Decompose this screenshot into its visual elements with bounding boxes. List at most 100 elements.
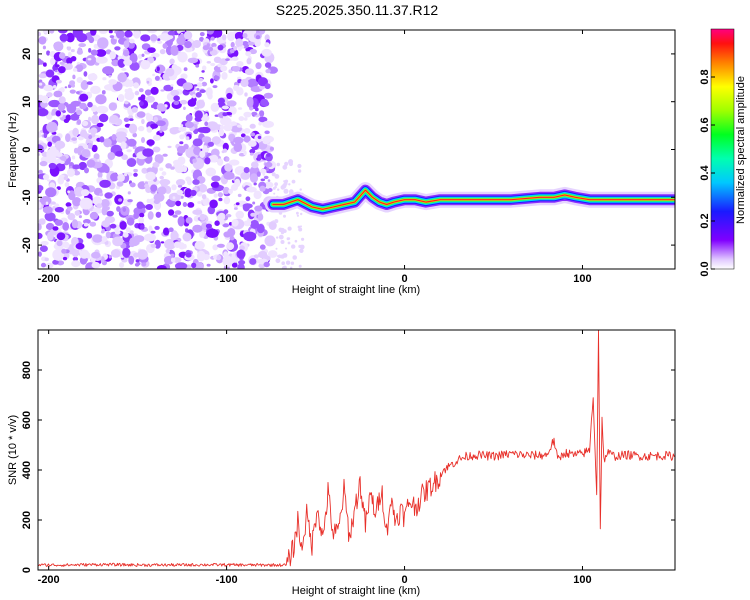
noise-speckle bbox=[80, 80, 89, 90]
noise-speckle bbox=[116, 206, 121, 212]
noise-speckle bbox=[64, 86, 68, 89]
noise-speckle bbox=[199, 36, 204, 42]
noise-speckle bbox=[50, 57, 56, 66]
noise-speckle bbox=[61, 248, 67, 254]
noise-speckle bbox=[262, 138, 270, 145]
noise-speckle bbox=[208, 46, 213, 52]
noise-speckle bbox=[123, 117, 130, 123]
noise-speckle bbox=[38, 73, 47, 79]
noise-speckle bbox=[264, 62, 272, 68]
noise-speckle bbox=[157, 38, 161, 42]
noise-speckle bbox=[192, 209, 203, 215]
noise-speckle bbox=[226, 242, 235, 251]
noise-speckle bbox=[172, 214, 178, 218]
noise-speckle bbox=[45, 262, 54, 269]
noise-speckle bbox=[217, 158, 224, 166]
noise-speckle bbox=[147, 47, 156, 53]
noise-speckle bbox=[38, 223, 42, 231]
noise-speckle bbox=[103, 165, 110, 174]
snr-ylabel: SNR (10 * v/v) bbox=[7, 415, 19, 485]
noise-speckle bbox=[173, 100, 180, 106]
noise-speckle bbox=[220, 124, 224, 131]
noise-speckle bbox=[224, 163, 233, 172]
noise-speckle bbox=[196, 99, 206, 109]
noise-speckle bbox=[109, 114, 119, 124]
noise-speckle bbox=[129, 118, 134, 121]
noise-speckle bbox=[211, 175, 221, 182]
noise-speckle bbox=[95, 237, 101, 243]
noise-speckle bbox=[155, 120, 166, 127]
noise-speckle bbox=[140, 224, 145, 230]
noise-speckle bbox=[80, 189, 90, 197]
trace-core bbox=[272, 189, 675, 210]
noise-speckle bbox=[127, 191, 131, 195]
noise-speckle bbox=[72, 68, 78, 72]
noise-speckle bbox=[141, 137, 145, 143]
noise-speckle bbox=[102, 77, 107, 81]
noise-speckle bbox=[177, 156, 186, 165]
noise-speckle bbox=[74, 210, 81, 216]
noise-speckle bbox=[252, 201, 256, 205]
noise-speckle bbox=[236, 124, 243, 128]
noise-speckle bbox=[105, 231, 111, 239]
noise-speckle bbox=[235, 202, 240, 206]
noise-speckle bbox=[42, 174, 50, 180]
noise-speckle bbox=[147, 30, 157, 34]
noise-speckle bbox=[97, 171, 103, 179]
noise-speckle bbox=[192, 224, 203, 233]
colorbar-tick-label: 0.6 bbox=[699, 117, 711, 132]
snr-series-line bbox=[38, 330, 675, 567]
noise-speckle bbox=[38, 94, 44, 100]
noise-speckle bbox=[38, 218, 46, 225]
noise-speckle bbox=[233, 142, 243, 153]
noise-speckle bbox=[210, 62, 216, 67]
noise-speckle bbox=[150, 184, 158, 192]
noise-speckle bbox=[179, 141, 184, 145]
noise-speckle bbox=[220, 65, 228, 72]
noise-speckle bbox=[38, 82, 43, 86]
noise-speckle bbox=[275, 258, 281, 264]
noise-speckle bbox=[172, 196, 176, 200]
noise-speckle bbox=[192, 138, 203, 147]
noise-speckle bbox=[70, 49, 75, 53]
noise-speckle bbox=[71, 83, 75, 88]
noise-speckle bbox=[249, 258, 257, 265]
noise-speckle bbox=[44, 212, 56, 222]
noise-speckle bbox=[91, 144, 98, 153]
noise-speckle bbox=[96, 122, 104, 128]
colorbar-gradient bbox=[710, 28, 735, 270]
noise-speckle bbox=[249, 80, 254, 85]
noise-speckle bbox=[54, 206, 64, 213]
noise-speckle bbox=[46, 148, 56, 160]
noise-speckle bbox=[67, 51, 72, 58]
noise-speckle bbox=[266, 167, 270, 171]
noise-speckle bbox=[227, 228, 236, 237]
noise-speckle bbox=[210, 154, 219, 163]
noise-speckle bbox=[182, 202, 188, 207]
noise-speckle bbox=[72, 74, 76, 80]
noise-speckle bbox=[65, 32, 75, 43]
noise-speckle bbox=[42, 45, 47, 50]
noise-speckle bbox=[138, 88, 144, 93]
noise-speckle bbox=[88, 116, 92, 122]
noise-speckle bbox=[238, 116, 245, 122]
colorbar-label: Normalized spectral amplitude bbox=[735, 76, 747, 224]
noise-speckle bbox=[57, 176, 65, 185]
noise-speckle bbox=[126, 217, 135, 226]
noise-speckle bbox=[38, 201, 42, 209]
noise-speckle bbox=[195, 92, 202, 98]
noise-speckle bbox=[88, 134, 93, 140]
noise-speckle bbox=[129, 53, 138, 64]
noise-speckle bbox=[264, 181, 274, 189]
noise-speckle bbox=[190, 189, 197, 197]
noise-speckle bbox=[142, 148, 154, 157]
noise-speckle bbox=[288, 161, 293, 167]
noise-speckle bbox=[66, 46, 71, 51]
noise-speckle bbox=[221, 105, 230, 110]
noise-speckle bbox=[76, 49, 83, 55]
noise-speckle bbox=[238, 260, 246, 265]
noise-speckle bbox=[169, 58, 175, 65]
noise-speckle bbox=[260, 98, 269, 107]
